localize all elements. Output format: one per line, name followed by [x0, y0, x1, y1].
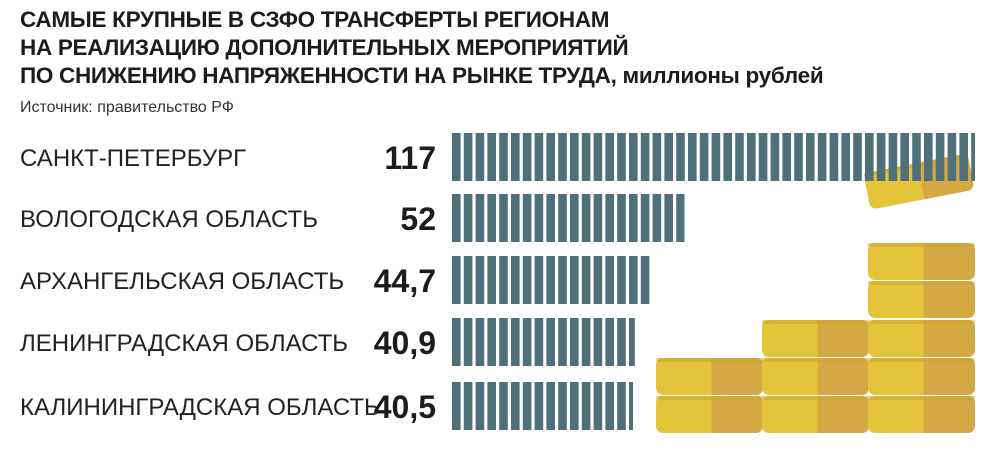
title-line-2: НА РЕАЛИЗАЦИЮ ДОПОЛНИТЕЛЬНЫХ МЕРОПРИЯТИЙ: [20, 35, 629, 60]
coin: [868, 358, 975, 395]
bar: [452, 194, 685, 242]
bar: [452, 133, 975, 181]
category-label: ЛЕНИНГРАДСКАЯ ОБЛАСТЬ: [20, 330, 348, 357]
coin: [868, 281, 975, 318]
value-label: 40,9: [374, 325, 436, 361]
bar: [452, 382, 634, 430]
category-label: ВОЛОГОДСКАЯ ОБЛАСТЬ: [20, 206, 318, 233]
coin: [656, 396, 763, 433]
bar: [452, 256, 650, 304]
unit-label: миллионы рублей: [622, 63, 824, 88]
coin: [656, 358, 763, 395]
coin: [762, 396, 869, 433]
title-line-3-text: ПО СНИЖЕНИЮ НАПРЯЖЕННОСТИ НА РЫНКЕ ТРУДА…: [20, 63, 617, 88]
bar: [452, 318, 635, 366]
category-label: КАЛИНИНГРАДСКАЯ ОБЛАСТЬ: [20, 394, 380, 421]
coin: [868, 320, 975, 357]
value-label: 52: [400, 201, 436, 237]
category-label: САНКТ-ПЕТЕРБУРГ: [20, 145, 246, 172]
value-label: 40,5: [374, 389, 436, 425]
value-label: 117: [384, 140, 436, 176]
coin: [868, 243, 975, 280]
coin: [868, 396, 975, 433]
title-line-3: ПО СНИЖЕНИЮ НАПРЯЖЕННОСТИ НА РЫНКЕ ТРУДА…: [20, 62, 980, 90]
value-label: 44,7: [374, 263, 436, 299]
source-note: Источник: правительство РФ: [20, 99, 234, 116]
coin: [762, 320, 869, 357]
category-label: АРХАНГЕЛЬСКАЯ ОБЛАСТЬ: [20, 268, 344, 295]
coin-stack-icon: [656, 153, 975, 433]
coin: [762, 358, 869, 395]
title-line-1: САМЫЕ КРУПНЫЕ В СЗФО ТРАНСФЕРТЫ РЕГИОНАМ: [20, 7, 610, 32]
chart-title: САМЫЕ КРУПНЫЕ В СЗФО ТРАНСФЕРТЫ РЕГИОНАМ…: [20, 6, 980, 90]
